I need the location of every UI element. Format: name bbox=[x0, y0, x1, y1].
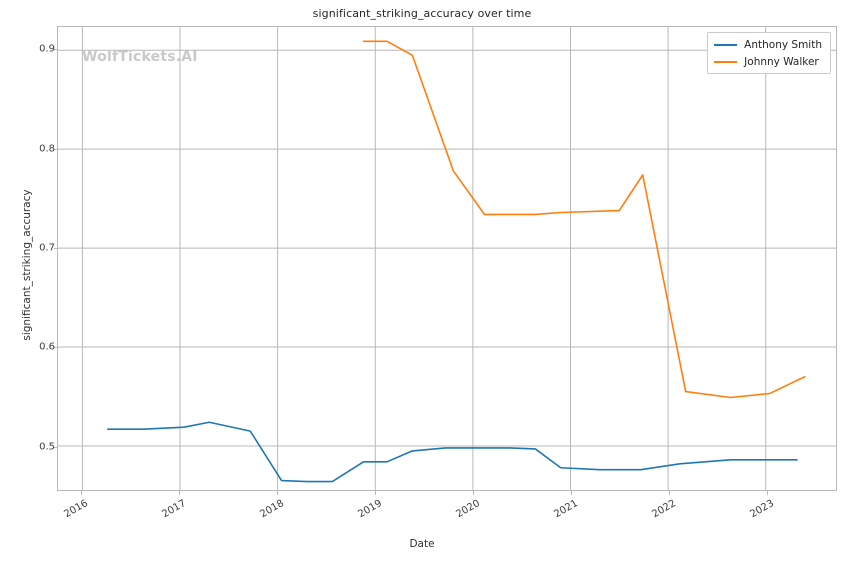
x-tick-mark bbox=[81, 491, 83, 495]
legend-color-swatch bbox=[714, 43, 738, 46]
y-axis-label: significant_striking_accuracy bbox=[21, 189, 33, 341]
x-tick-mark bbox=[179, 491, 181, 495]
y-tick-label: 0.8 bbox=[39, 143, 55, 155]
x-tick-mark bbox=[766, 491, 768, 495]
x-axis-label: Date bbox=[409, 538, 435, 550]
watermark-layer: WolfTickets.AI bbox=[58, 27, 836, 490]
watermark-text: WolfTickets.AI bbox=[82, 49, 198, 65]
y-tick-label: 0.5 bbox=[39, 441, 55, 453]
series-layer bbox=[106, 40, 806, 483]
y-tick-mark bbox=[53, 49, 57, 51]
y-tick-label: 0.9 bbox=[39, 43, 55, 55]
x-tick-mark bbox=[375, 491, 377, 495]
x-tick-label: 2018 bbox=[258, 498, 287, 521]
y-tick-label: 0.7 bbox=[39, 242, 55, 254]
x-tick-mark bbox=[668, 491, 670, 495]
legend-item[interactable]: Anthony Smith bbox=[714, 38, 822, 51]
x-tick-label: 2019 bbox=[356, 498, 385, 521]
x-tick-label: 2022 bbox=[650, 498, 678, 521]
series-line bbox=[106, 421, 798, 483]
grid-layer bbox=[58, 27, 836, 490]
y-tick-mark bbox=[53, 248, 57, 250]
legend-color-swatch bbox=[714, 60, 738, 63]
x-tick-label: 2016 bbox=[62, 498, 91, 521]
legend: Anthony Smith Johnny Walker bbox=[707, 32, 831, 74]
y-tick-mark bbox=[53, 148, 57, 150]
y-tick-mark bbox=[53, 347, 57, 349]
x-tick-mark bbox=[472, 491, 474, 495]
legend-item[interactable]: Johnny Walker bbox=[714, 55, 822, 68]
series-line bbox=[362, 40, 806, 399]
x-tick-label: 2020 bbox=[454, 498, 482, 521]
x-tick-label: 2023 bbox=[747, 498, 776, 521]
plot-area: WolfTickets.AI bbox=[57, 26, 837, 491]
x-tick-mark bbox=[570, 491, 572, 495]
chart-title: significant_striking_accuracy over time bbox=[312, 7, 532, 20]
x-tick-label: 2017 bbox=[160, 498, 189, 521]
x-tick-mark bbox=[277, 491, 279, 495]
x-tick-label: 2021 bbox=[552, 498, 580, 521]
y-tick-label: 0.6 bbox=[39, 341, 55, 353]
legend-label: Johnny Walker bbox=[744, 55, 819, 68]
legend-label: Anthony Smith bbox=[744, 38, 822, 51]
y-tick-mark bbox=[53, 446, 57, 448]
